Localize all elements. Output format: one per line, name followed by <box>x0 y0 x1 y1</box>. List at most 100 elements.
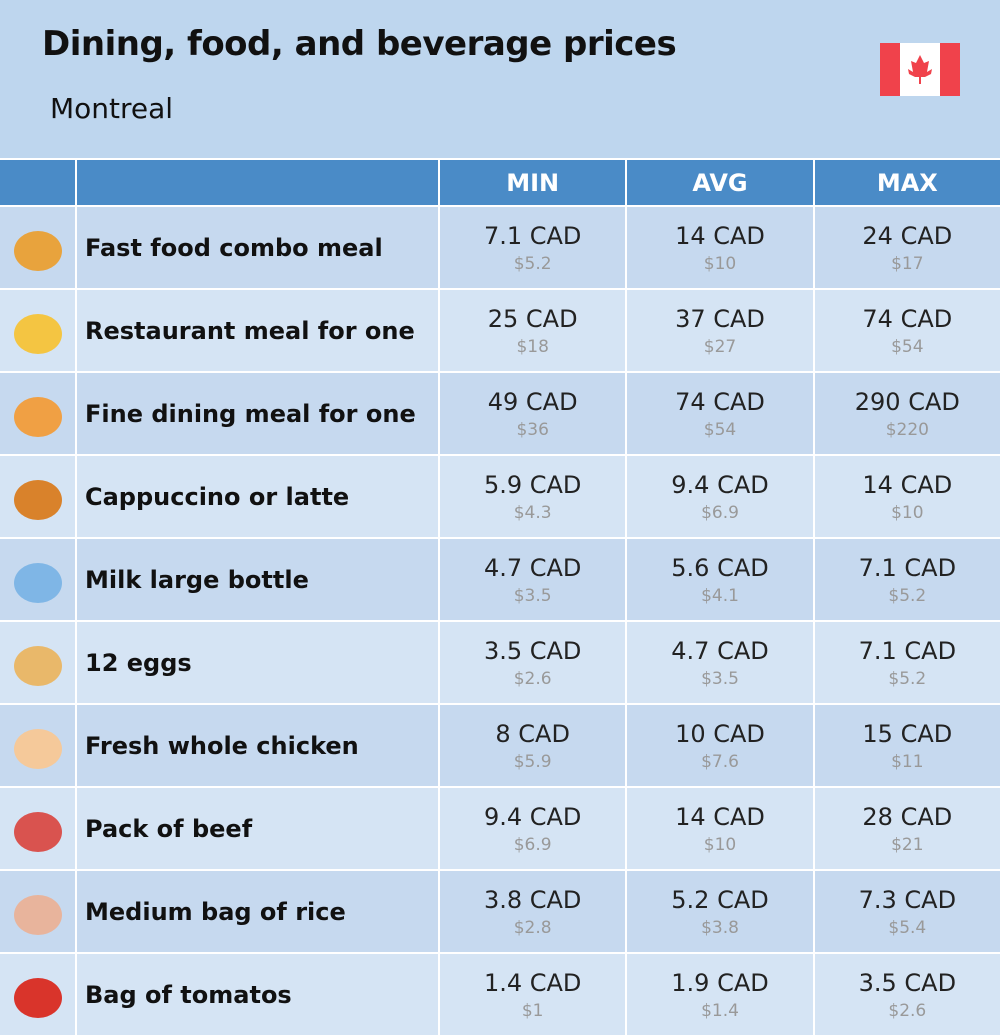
local-price: 28 CAD <box>862 802 953 831</box>
item-icon <box>13 396 62 437</box>
header-row: MIN AVG MAX <box>0 158 1000 205</box>
column-header: MAX <box>812 160 1000 205</box>
local-price: 49 CAD <box>487 387 578 416</box>
local-price: 9.4 CAD <box>671 470 769 499</box>
icon-cell <box>0 373 75 454</box>
price-cell: 14 CAD $10 <box>625 207 812 288</box>
item-row: 12 eggs 3.5 CAD $2.6 4.7 CAD $3.5 7.1 CAD $5.2 <box>0 620 1000 703</box>
price-cell: 15 CAD $11 <box>812 705 1000 786</box>
usd-price: $5.9 <box>513 751 552 772</box>
local-price: 9.4 CAD <box>483 802 582 831</box>
usd-price: $2.6 <box>513 668 552 689</box>
icon-cell <box>0 622 75 703</box>
price-cell: 7.3 CAD $5.4 <box>812 871 1000 952</box>
item-label: Fine dining meal for one <box>75 373 438 454</box>
price-cell: 7.1 CAD $5.2 <box>812 539 1000 620</box>
price-cell: 25 CAD $18 <box>438 290 625 371</box>
local-price: 1.9 CAD <box>671 968 769 997</box>
usd-price: $6.9 <box>701 502 739 523</box>
price-table: MIN AVG MAX Fast food combo meal 7.1 CAD $5.2… <box>0 158 1000 1035</box>
price-cell: 10 CAD $7.6 <box>625 705 812 786</box>
item-icon <box>13 811 62 852</box>
local-price: 8 CAD <box>495 719 570 748</box>
usd-price: $36 <box>516 419 549 440</box>
price-cell: 3.8 CAD $2.8 <box>438 871 625 952</box>
item-label: 12 eggs <box>75 622 438 703</box>
price-cell: 4.7 CAD $3.5 <box>625 622 812 703</box>
item-row: Milk large bottle 4.7 CAD $3.5 5.6 CAD $4.1 7… <box>0 537 1000 620</box>
usd-price: $5.2 <box>888 585 927 606</box>
price-cell: 37 CAD $27 <box>625 290 812 371</box>
usd-price: $4.1 <box>701 585 739 606</box>
local-price: 3.5 CAD <box>483 636 582 665</box>
price-cell: 7.1 CAD $5.2 <box>438 207 625 288</box>
item-label: Medium bag of rice <box>75 871 438 952</box>
local-price: 74 CAD <box>862 304 953 333</box>
local-price: 4.7 CAD <box>483 553 582 582</box>
local-price: 14 CAD <box>675 802 765 831</box>
price-cell: 74 CAD $54 <box>812 290 1000 371</box>
usd-price: $7.6 <box>701 751 739 772</box>
price-cell: 49 CAD $36 <box>438 373 625 454</box>
item-row: Bag of tomatos 1.4 CAD $1 1.9 CAD $1.4 3.5 CA… <box>0 952 1000 1035</box>
usd-price: $3.8 <box>701 917 739 938</box>
item-row: Cappuccino or latte 5.9 CAD $4.3 9.4 CAD $6.… <box>0 454 1000 537</box>
item-icon <box>13 977 62 1018</box>
usd-price: $54 <box>703 419 737 440</box>
usd-price: $2.8 <box>513 917 552 938</box>
local-price: 10 CAD <box>675 719 765 748</box>
price-cell: 9.4 CAD $6.9 <box>625 456 812 537</box>
title: Dining, food, and beverage prices <box>42 24 677 64</box>
local-price: 25 CAD <box>487 304 578 333</box>
usd-price: $2.6 <box>888 1000 927 1021</box>
item-row: Restaurant meal for one 25 CAD $18 37 CAD $2… <box>0 288 1000 371</box>
item-label: Cappuccino or latte <box>75 456 438 537</box>
price-cell: 14 CAD $10 <box>625 788 812 869</box>
local-price: 5.6 CAD <box>671 553 769 582</box>
icon-cell <box>0 705 75 786</box>
item-label: Milk large bottle <box>75 539 438 620</box>
usd-price: $54 <box>891 336 924 357</box>
usd-price: $220 <box>885 419 929 440</box>
usd-price: $10 <box>703 253 737 274</box>
price-cell: 5.2 CAD $3.8 <box>625 871 812 952</box>
local-price: 37 CAD <box>675 304 765 333</box>
local-price: 3.5 CAD <box>858 968 957 997</box>
price-cell: 3.5 CAD $2.6 <box>812 954 1000 1035</box>
item-icon <box>13 479 62 520</box>
usd-price: $27 <box>703 336 737 357</box>
header-cell <box>75 160 438 205</box>
header-cell <box>0 160 75 205</box>
item-label: Pack of beef <box>75 788 438 869</box>
icon-cell <box>0 290 75 371</box>
local-price: 7.1 CAD <box>483 221 582 250</box>
price-cell: 7.1 CAD $5.2 <box>812 622 1000 703</box>
item-row: Pack of beef 9.4 CAD $6.9 14 CAD $10 28 CAD $2… <box>0 786 1000 869</box>
usd-price: $6.9 <box>513 834 552 855</box>
local-price: 7.1 CAD <box>858 636 957 665</box>
price-cell: 5.9 CAD $4.3 <box>438 456 625 537</box>
local-price: 4.7 CAD <box>671 636 769 665</box>
item-row: Fresh whole chicken 8 CAD $5.9 10 CAD $7.6 15… <box>0 703 1000 786</box>
usd-price: $10 <box>703 834 737 855</box>
usd-price: $3.5 <box>513 585 552 606</box>
flag <box>880 43 960 96</box>
local-price: 14 CAD <box>675 221 765 250</box>
price-cell: 28 CAD $21 <box>812 788 1000 869</box>
item-row: Fast food combo meal 7.1 CAD $5.2 14 CAD $10… <box>0 205 1000 288</box>
usd-price: $10 <box>891 502 924 523</box>
local-price: 15 CAD <box>862 719 953 748</box>
item-icon <box>13 894 62 935</box>
item-label: Bag of tomatos <box>75 954 438 1035</box>
price-cell: 8 CAD $5.9 <box>438 705 625 786</box>
usd-price: $3.5 <box>701 668 739 689</box>
price-cell: 3.5 CAD $2.6 <box>438 622 625 703</box>
column-header: AVG <box>625 160 812 205</box>
price-cell: 24 CAD $17 <box>812 207 1000 288</box>
local-price: 290 CAD <box>854 387 960 416</box>
column-header: MIN <box>438 160 625 205</box>
item-label: Fast food combo meal <box>75 207 438 288</box>
usd-price: $21 <box>891 834 924 855</box>
item-icon <box>13 645 62 686</box>
